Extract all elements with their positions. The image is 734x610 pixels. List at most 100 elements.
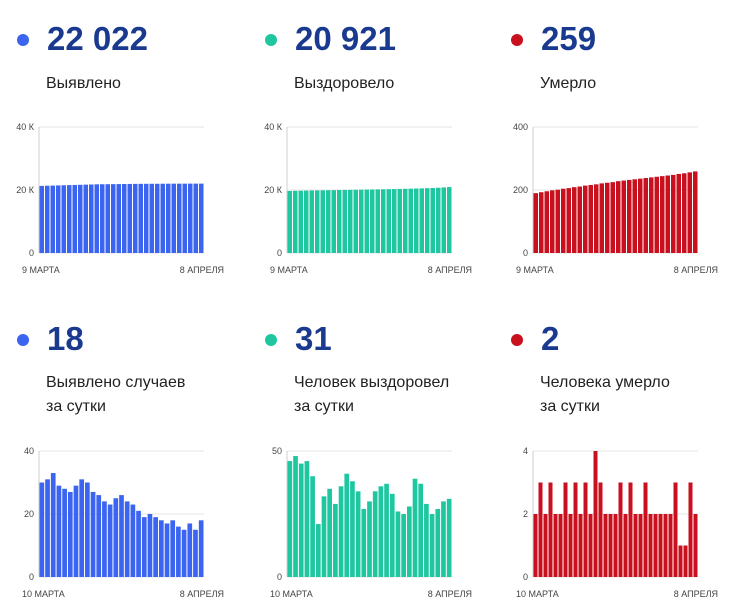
- bar: [660, 176, 665, 253]
- bar: [649, 177, 654, 253]
- bar: [355, 491, 361, 577]
- bar: [176, 526, 181, 577]
- bar: [320, 190, 325, 253]
- bar: [315, 524, 321, 577]
- bar: [538, 482, 543, 577]
- bar: [543, 514, 548, 577]
- chart-total-deaths: 0 200 400 9 МАРТА 8 АПРЕЛЯ: [513, 122, 718, 275]
- bar: [558, 514, 563, 577]
- bar: [85, 482, 90, 577]
- bar: [643, 178, 648, 253]
- bar: [386, 189, 391, 253]
- bar: [364, 189, 369, 253]
- y-tick-label: 0: [277, 572, 282, 582]
- status-dot: [511, 334, 523, 346]
- x-tick-label-end: 8 АПРЕЛЯ: [180, 589, 224, 599]
- y-tick-label: 40 К: [16, 122, 35, 132]
- bar: [350, 481, 355, 577]
- bar: [401, 514, 406, 577]
- status-dot: [265, 34, 277, 46]
- bar: [158, 520, 164, 577]
- bar: [90, 491, 96, 577]
- bar: [136, 510, 141, 577]
- bar: [643, 482, 648, 577]
- bar: [170, 520, 176, 577]
- y-tick-label: 200: [513, 185, 528, 195]
- bar: [78, 184, 83, 253]
- bar: [153, 517, 158, 577]
- bar: [419, 188, 424, 253]
- y-tick-label: 0: [29, 572, 34, 582]
- bar: [561, 188, 566, 253]
- bar: [182, 183, 187, 253]
- x-tick-label-start: 10 МАРТА: [22, 589, 65, 599]
- bar: [67, 185, 72, 253]
- bar: [304, 190, 309, 253]
- bar: [616, 181, 621, 253]
- bar: [598, 482, 603, 577]
- bar: [678, 545, 683, 577]
- bar: [406, 506, 412, 577]
- bar: [568, 514, 573, 577]
- bar: [72, 184, 77, 253]
- bar: [688, 482, 693, 577]
- bar: [441, 187, 446, 253]
- bar: [187, 523, 193, 577]
- bar: [397, 188, 402, 253]
- bar: [304, 461, 310, 577]
- y-tick-label: 50: [272, 446, 282, 456]
- bar: [627, 179, 632, 253]
- bar: [61, 185, 66, 253]
- bar: [533, 514, 538, 577]
- bar: [429, 514, 435, 577]
- bar: [618, 482, 623, 577]
- bar: [361, 508, 367, 577]
- bar: [663, 514, 668, 577]
- bar: [658, 514, 663, 577]
- y-tick-label: 40: [24, 446, 34, 456]
- bar: [665, 175, 670, 253]
- bar: [605, 182, 610, 253]
- x-tick-label-start: 9 МАРТА: [22, 265, 60, 275]
- bar: [181, 529, 187, 577]
- bar: [171, 183, 176, 253]
- panel-total-deaths: 259 Умерло 0 200 400 9 МАРТА 8 АПРЕЛЯ: [494, 0, 734, 300]
- chart-daily-recovered: 0 50 10 МАРТА 8 АПРЕЛЯ: [270, 446, 472, 599]
- bar: [550, 190, 555, 253]
- bar: [321, 496, 327, 577]
- bar: [603, 514, 608, 577]
- bar: [147, 514, 153, 577]
- bar: [613, 514, 618, 577]
- stat-value: 18: [47, 320, 84, 357]
- bar: [539, 192, 544, 253]
- stat-label-line1: Человека умерло: [540, 374, 670, 391]
- stat-label-line1: Выздоровело: [294, 75, 395, 92]
- stat-value: 20 921: [295, 20, 396, 57]
- stat-label-line2: за сутки: [46, 398, 106, 415]
- bar: [414, 188, 419, 253]
- bar: [594, 184, 599, 253]
- x-tick-label-start: 9 МАРТА: [270, 265, 308, 275]
- bar: [353, 189, 358, 253]
- bar: [632, 179, 637, 253]
- bar: [155, 183, 160, 253]
- bar: [424, 503, 429, 577]
- chart-total-recovered: 0 20 К 40 К 9 МАРТА 8 АПРЕЛЯ: [264, 122, 472, 275]
- bar: [673, 482, 678, 577]
- bar: [39, 482, 45, 577]
- bar: [593, 451, 598, 577]
- bar: [446, 498, 452, 577]
- bar: [141, 517, 147, 577]
- bar: [633, 514, 638, 577]
- bar: [309, 190, 314, 253]
- bar: [412, 478, 418, 577]
- bar: [62, 488, 67, 577]
- bar: [149, 183, 154, 253]
- bar: [577, 186, 582, 253]
- bar: [563, 482, 568, 577]
- bar: [395, 511, 401, 577]
- panel-daily-deaths: 2 Человека умерло за сутки 0 2 4 10 МАРТА 8 …: [494, 305, 734, 605]
- chart-daily-cases: 0 20 40 10 МАРТА 8 АПРЕЛЯ: [22, 446, 224, 599]
- bar: [105, 184, 110, 253]
- bar: [425, 188, 430, 253]
